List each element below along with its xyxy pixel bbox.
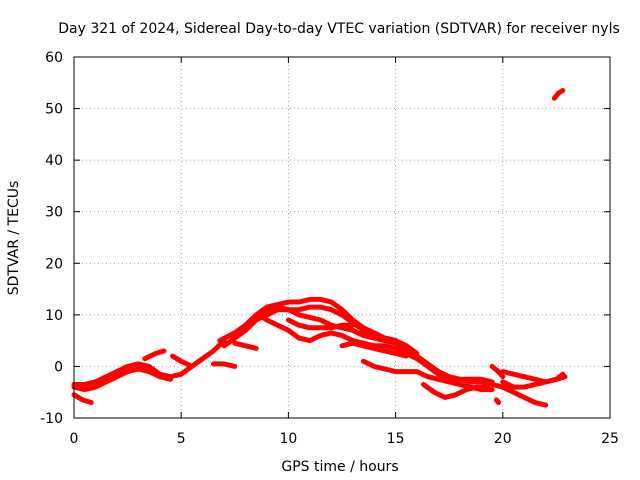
y-tick-label: 40 (45, 153, 63, 169)
y-tick-label: 60 (45, 50, 63, 66)
chart-title: Day 321 of 2024, Sidereal Day-to-day VTE… (58, 21, 620, 37)
x-tick-label: 0 (70, 431, 79, 447)
x-axis-title: GPS time / hours (281, 459, 398, 475)
x-tick-label: 15 (387, 431, 405, 447)
y-tick-label: 10 (45, 308, 63, 324)
trace-arc-14 (360, 358, 495, 385)
data-traces (71, 88, 568, 408)
trace-arc-13 (339, 340, 409, 359)
trace-arc-2 (71, 366, 173, 393)
trace-arc-10 (232, 340, 259, 351)
trace-arc-17 (493, 397, 501, 405)
x-tick-label: 5 (177, 431, 186, 447)
trace-arc-1 (71, 356, 206, 387)
y-tick-label: 50 (45, 102, 63, 118)
x-tick-label: 20 (494, 431, 512, 447)
trace-arc-16 (489, 363, 506, 380)
trace-arc-3 (71, 392, 94, 405)
y-tick-label: 30 (45, 205, 63, 221)
trace-arc-6 (210, 361, 238, 369)
y-axis-title: SDTVAR / TECUs (6, 181, 22, 296)
trace-arc-5 (170, 338, 227, 369)
trace-arc-12 (285, 317, 356, 331)
x-tick-label: 25 (601, 431, 619, 447)
x-tick-label: 10 (279, 431, 297, 447)
trace-arc-20 (500, 384, 549, 408)
axis-ticks: 0 5 10 15 20 25 -10 0 10 20 30 40 50 60 (40, 50, 619, 447)
y-tick-label: 20 (45, 256, 63, 272)
trace-arc-4 (142, 348, 167, 362)
plot-frame (73, 56, 611, 419)
trace-arc-19 (500, 374, 568, 390)
trace-arc-21 (551, 88, 566, 101)
y-tick-label: -10 (40, 411, 63, 427)
trace-arc-15 (421, 382, 491, 400)
y-tick-label: 0 (54, 359, 63, 375)
